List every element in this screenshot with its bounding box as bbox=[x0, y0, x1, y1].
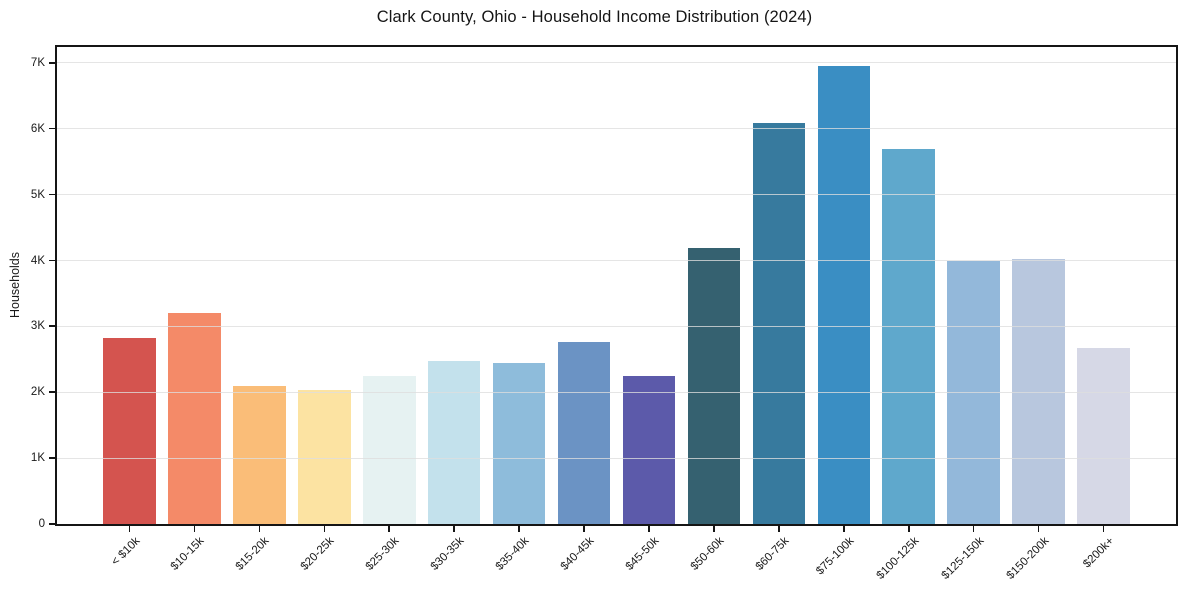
x-tick-mark-$15-20k bbox=[258, 526, 261, 532]
y-tick-label-2K: 2K bbox=[30, 386, 45, 399]
y-tick-label-0: 0 bbox=[38, 518, 45, 530]
bar-$150-200k bbox=[1012, 258, 1065, 524]
x-tick-label-$100-125k: $100-125k bbox=[874, 535, 922, 582]
bar-$200k+ bbox=[1077, 347, 1130, 524]
y-tick-mark-6K bbox=[49, 127, 55, 130]
bar-$15-20k bbox=[233, 386, 286, 524]
bar-$30-35k bbox=[427, 360, 481, 524]
y-tick-label-6K: 6K bbox=[30, 122, 45, 135]
x-tick-mark-$200k+ bbox=[1102, 526, 1105, 532]
x-tick-label-$15-20k: $15-20k bbox=[234, 535, 272, 573]
y-tick-mark-3K bbox=[49, 325, 55, 327]
x-tick-label-$40-45k: $40-45k bbox=[558, 535, 597, 573]
gridline-5K bbox=[57, 194, 1176, 196]
bar-$10-15k bbox=[168, 312, 221, 524]
x-tick-mark-$100-125k bbox=[907, 526, 910, 532]
gridline-1K bbox=[57, 457, 1176, 459]
x-tick-mark-< $10k bbox=[128, 526, 131, 532]
x-tick-mark-$50-60k bbox=[713, 526, 715, 532]
x-tick-mark-$40-45k bbox=[583, 526, 585, 532]
bar-$100-125k bbox=[882, 149, 935, 524]
x-tick-mark-$20-25k bbox=[323, 526, 326, 532]
y-tick-label-7K: 7K bbox=[30, 56, 45, 69]
y-tick-mark-7K bbox=[49, 61, 55, 64]
x-tick-mark-$75-100k bbox=[842, 526, 845, 532]
gridline-6K bbox=[57, 128, 1176, 130]
plot-area bbox=[55, 45, 1178, 526]
x-tick-label-$75-100k: $75-100k bbox=[813, 535, 857, 578]
y-tick-mark-1K bbox=[49, 457, 55, 459]
y-tick-label-4K: 4K bbox=[30, 254, 45, 267]
x-tick-mark-$150-200k bbox=[1037, 526, 1040, 532]
x-tick-label-$60-75k: $60-75k bbox=[753, 535, 792, 573]
x-tick-label-< $10k: < $10k bbox=[108, 535, 143, 569]
bar-$45-50k bbox=[622, 376, 676, 524]
bar-$35-40k bbox=[492, 362, 546, 524]
y-axis-label: Households bbox=[8, 252, 22, 319]
plot-canvas bbox=[57, 47, 1176, 524]
bar-$50-60k bbox=[687, 248, 741, 524]
x-tick-label-$35-40k: $35-40k bbox=[493, 535, 532, 573]
gridline-2K bbox=[57, 391, 1176, 393]
gridline-4K bbox=[57, 260, 1176, 262]
y-tick-mark-0 bbox=[49, 523, 55, 525]
bar-$20-25k bbox=[298, 390, 351, 524]
x-tick-label-$30-35k: $30-35k bbox=[428, 535, 467, 573]
y-tick-label-3K: 3K bbox=[30, 320, 45, 333]
x-tick-mark-$60-75k bbox=[778, 526, 780, 532]
y-tick-label-5K: 5K bbox=[30, 188, 45, 201]
x-tick-label-$20-25k: $20-25k bbox=[298, 535, 337, 573]
x-tick-label-$25-30k: $25-30k bbox=[363, 535, 402, 573]
gridline-7K bbox=[57, 62, 1176, 64]
x-tick-mark-$45-50k bbox=[648, 526, 650, 532]
x-tick-label-$150-200k: $150-200k bbox=[1004, 535, 1052, 582]
y-tick-mark-2K bbox=[49, 391, 55, 393]
bar-$25-30k bbox=[363, 376, 416, 524]
x-tick-mark-$25-30k bbox=[388, 526, 391, 532]
x-tick-mark-$30-35k bbox=[453, 526, 455, 532]
x-tick-label-$10-15k: $10-15k bbox=[169, 535, 207, 573]
bar-$60-75k bbox=[752, 122, 806, 524]
bar-< $10k bbox=[103, 337, 156, 524]
gridline-3K bbox=[57, 325, 1176, 327]
y-tick-mark-4K bbox=[49, 259, 55, 262]
x-tick-label-$50-60k: $50-60k bbox=[688, 535, 727, 573]
bar-$75-100k bbox=[817, 66, 871, 524]
y-tick-label-1K: 1K bbox=[30, 452, 45, 465]
chart-title: Clark County, Ohio - Household Income Di… bbox=[376, 8, 813, 26]
bar-$40-45k bbox=[557, 341, 611, 524]
y-tick-mark-5K bbox=[49, 193, 55, 196]
x-tick-mark-$35-40k bbox=[518, 526, 520, 532]
x-tick-label-$125-150k: $125-150k bbox=[939, 535, 987, 582]
x-tick-label-$45-50k: $45-50k bbox=[623, 535, 662, 573]
x-tick-mark-$125-150k bbox=[972, 526, 975, 532]
x-tick-mark-$10-15k bbox=[193, 526, 196, 532]
x-tick-label-$200k+: $200k+ bbox=[1080, 535, 1116, 571]
